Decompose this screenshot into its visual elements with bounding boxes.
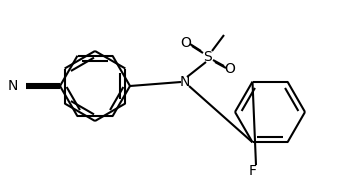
Text: N: N	[8, 79, 18, 93]
Text: N: N	[180, 75, 190, 89]
Text: O: O	[180, 36, 191, 50]
Text: F: F	[249, 164, 257, 178]
Text: S: S	[204, 50, 212, 64]
Text: O: O	[225, 62, 236, 76]
